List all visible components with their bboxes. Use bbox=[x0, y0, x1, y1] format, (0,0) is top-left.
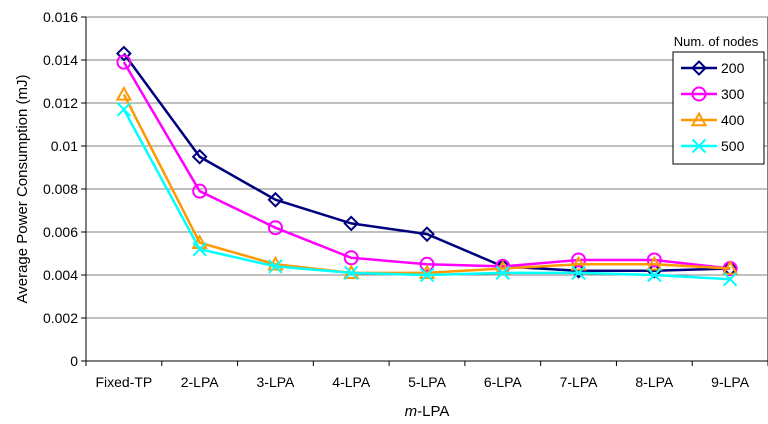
legend-item-500: 500 bbox=[681, 138, 745, 154]
data-point bbox=[115, 85, 133, 101]
legend: Num. of nodes 200 300 400 500 bbox=[672, 34, 765, 165]
series-line bbox=[122, 93, 731, 275]
y-tick-label: 0.01 bbox=[51, 138, 78, 154]
x-tick-label: 6-LPA bbox=[484, 374, 523, 390]
data-point bbox=[191, 148, 208, 165]
y-tick-label: 0.004 bbox=[43, 267, 78, 283]
series-200 bbox=[115, 45, 739, 279]
data-point bbox=[419, 267, 435, 283]
data-point bbox=[571, 252, 587, 268]
x-axis-label-prefix: m bbox=[405, 403, 418, 420]
legend-label: 500 bbox=[721, 138, 745, 154]
data-point bbox=[268, 259, 283, 274]
data-point bbox=[571, 265, 586, 281]
x-axis-label-suffix: -LPA bbox=[417, 403, 449, 420]
data-point bbox=[691, 86, 707, 102]
x-tick-label: 9-LPA bbox=[711, 374, 750, 390]
legend-item-200: 200 bbox=[681, 60, 745, 76]
legend-item-300: 300 bbox=[681, 86, 745, 102]
data-point bbox=[419, 226, 435, 243]
y-tick-label: 0.012 bbox=[43, 95, 78, 111]
series-group bbox=[115, 45, 739, 287]
data-point bbox=[419, 256, 435, 272]
legend-item-400: 400 bbox=[681, 111, 745, 128]
x-axis: Fixed-TP 2-LPA 3-LPA 4-LPA 5-LPA 6-LPA 7-LPA 8-… bbox=[85, 360, 768, 390]
x-tick-label: 3-LPA bbox=[257, 374, 296, 390]
legend-label: 200 bbox=[721, 60, 745, 76]
series-line bbox=[122, 61, 731, 270]
data-point bbox=[646, 252, 662, 268]
x-tick-label: 2-LPA bbox=[181, 374, 220, 390]
data-point bbox=[192, 241, 207, 257]
x-tick-label: Fixed-TP bbox=[95, 374, 152, 390]
data-point bbox=[691, 60, 707, 76]
legend-label: 300 bbox=[721, 86, 745, 102]
data-point bbox=[344, 265, 359, 281]
y-tick-label: 0.006 bbox=[43, 224, 78, 240]
y-tick-label: 0.014 bbox=[43, 52, 78, 68]
series-line bbox=[122, 52, 731, 272]
y-axis-label: Average Power Consumption (mJ) bbox=[14, 75, 31, 304]
data-point bbox=[691, 138, 707, 154]
data-point bbox=[343, 215, 360, 232]
data-point bbox=[570, 255, 587, 271]
x-tick-label: 7-LPA bbox=[560, 374, 599, 390]
data-point bbox=[722, 272, 738, 287]
x-tick-label: 8-LPA bbox=[635, 374, 674, 390]
data-point bbox=[116, 54, 132, 70]
y-tick-label: 0.016 bbox=[43, 9, 78, 25]
x-axis-label: m-LPA bbox=[405, 403, 450, 420]
data-point bbox=[721, 259, 739, 275]
y-tick-label: 0.002 bbox=[43, 310, 78, 326]
legend-label: 400 bbox=[721, 112, 745, 128]
y-tick-label: 0.008 bbox=[43, 181, 78, 197]
data-point bbox=[115, 45, 132, 62]
x-tick-label: 5-LPA bbox=[408, 374, 447, 390]
series-500 bbox=[116, 102, 738, 287]
data-point bbox=[495, 265, 510, 281]
data-point bbox=[267, 191, 284, 208]
y-axis: 0 0.002 0.004 0.006 0.008 0.01 0.012 0.014 0.016 bbox=[43, 9, 87, 369]
data-point bbox=[646, 255, 663, 271]
y-tick-label: 0 bbox=[70, 353, 78, 369]
data-point bbox=[192, 183, 208, 199]
data-point bbox=[690, 111, 708, 127]
legend-title: Num. of nodes bbox=[674, 34, 759, 49]
data-point bbox=[267, 220, 283, 236]
data-point bbox=[116, 102, 132, 117]
data-point bbox=[647, 267, 662, 283]
x-tick-label: 4-LPA bbox=[332, 374, 371, 390]
